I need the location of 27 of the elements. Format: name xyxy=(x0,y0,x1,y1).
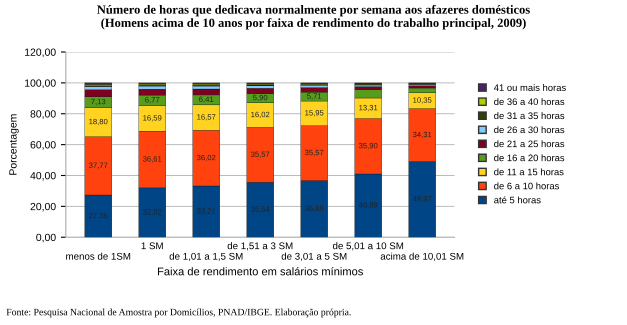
legend-label: 41 ou mais horas xyxy=(494,84,566,91)
legend-label: até 5 horas xyxy=(494,196,541,204)
y-tick-label: 20,00 xyxy=(30,202,56,212)
legend-label: de 36 a 40 horas xyxy=(494,98,564,106)
x-tick-label: de 5,01 a 10 SM xyxy=(332,242,404,250)
y-tick-label: 80,00 xyxy=(30,110,56,119)
legend-label: de 21 a 25 horas xyxy=(494,140,564,148)
x-tick-label: de 1,51 a 3 SM xyxy=(228,242,292,250)
x-tick-label: de 1,01 a 1,5 SM xyxy=(170,252,242,261)
x-tick-label: de 3,01 a 5 SM xyxy=(282,252,346,261)
x-axis-title: Faixa de rendimento em salários mínimos xyxy=(158,267,363,276)
y-tick-label: 100,00 xyxy=(25,79,56,88)
x-tick-label: acima de 10,01 SM xyxy=(380,252,464,261)
y-axis-title: Porcentagem xyxy=(9,114,19,175)
chart-title: Número de horas que dedicava normalmente por semana aos afazeres domésticos (Homens acima de 10 anos por faixa de rendimento do trabalho principal, 2009) xyxy=(97,4,530,30)
y-tick-label: 0,00 xyxy=(36,234,56,242)
legend-label: de 11 a 15 horas xyxy=(494,168,564,176)
legend-label: de 26 a 30 horas xyxy=(494,126,564,134)
y-tick-label: 40,00 xyxy=(30,172,56,181)
y-tick-label: 120,00 xyxy=(25,48,56,58)
y-tick-label: 60,00 xyxy=(30,141,56,150)
x-tick-label: 1 SM xyxy=(142,242,163,250)
source-note: Fonte: Pesquisa Nacional de Amostra por Domicílios, PNAD/IBGE. Elaboração própria. xyxy=(6,308,351,318)
legend-label: de 16 a 20 horas xyxy=(494,154,564,162)
legend-label: de 31 a 35 horas xyxy=(494,112,564,120)
legend-label: de 6 a 10 horas xyxy=(494,182,560,190)
x-tick-label: menos de 1SM xyxy=(66,252,130,260)
